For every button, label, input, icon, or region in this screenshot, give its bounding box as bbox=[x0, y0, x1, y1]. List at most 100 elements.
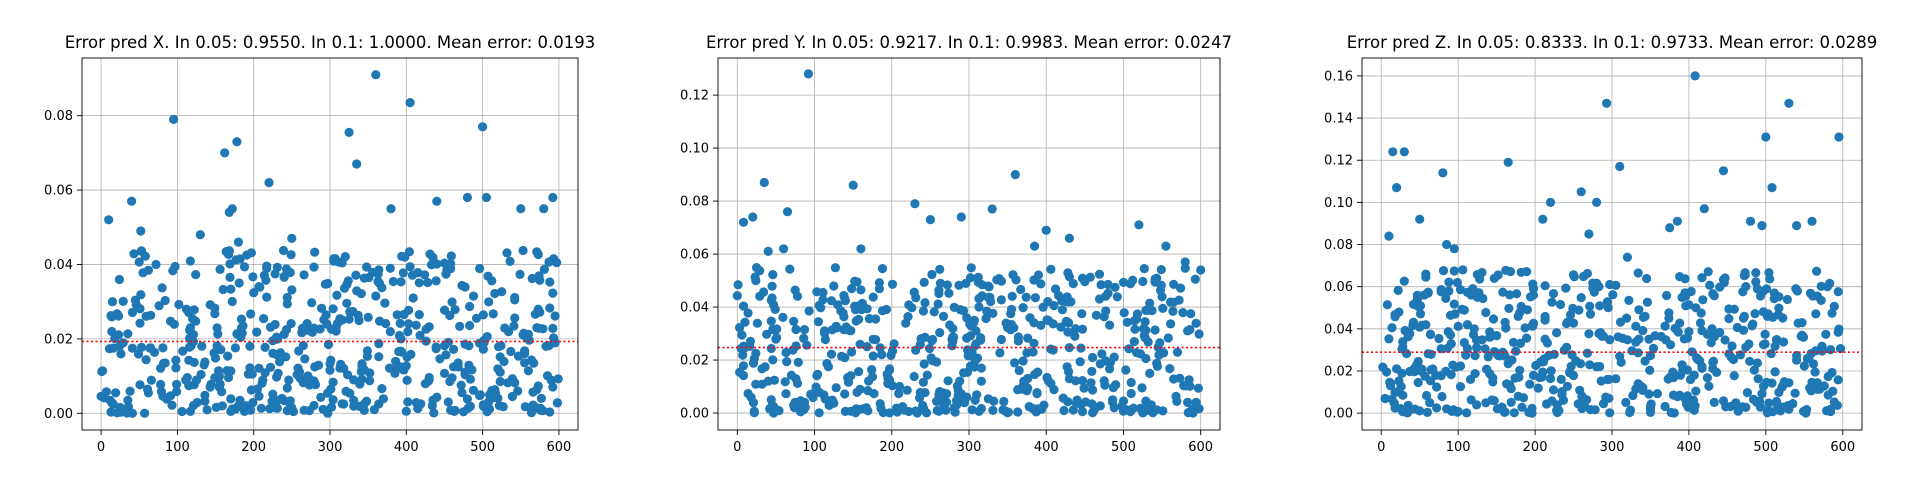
data-point bbox=[1436, 344, 1446, 354]
data-point bbox=[1444, 277, 1454, 287]
data-point bbox=[827, 395, 837, 405]
data-point bbox=[431, 344, 441, 354]
data-point bbox=[1421, 269, 1431, 279]
data-point bbox=[107, 297, 118, 307]
data-point bbox=[285, 396, 295, 406]
data-point bbox=[847, 284, 857, 294]
data-point bbox=[1186, 309, 1196, 319]
data-point bbox=[1023, 333, 1033, 343]
data-point bbox=[1618, 333, 1628, 343]
data-point bbox=[1833, 327, 1843, 337]
data-point bbox=[1036, 279, 1046, 289]
data-point bbox=[1631, 321, 1641, 331]
data-point bbox=[156, 386, 166, 397]
data-point bbox=[1422, 407, 1432, 417]
data-point bbox=[927, 269, 937, 280]
data-point bbox=[1505, 267, 1516, 277]
data-point bbox=[404, 319, 414, 329]
data-point bbox=[778, 312, 788, 322]
data-point bbox=[411, 320, 421, 330]
data-point bbox=[1595, 361, 1605, 372]
data-point bbox=[1105, 320, 1115, 330]
data-point bbox=[1760, 339, 1770, 349]
data-point bbox=[1751, 268, 1761, 278]
data-point bbox=[1094, 294, 1105, 304]
data-point bbox=[191, 270, 201, 280]
data-point bbox=[232, 137, 242, 147]
data-point bbox=[343, 276, 353, 286]
y-tick-label: 0.10 bbox=[1324, 196, 1353, 211]
data-point bbox=[1542, 399, 1552, 409]
data-point bbox=[1757, 389, 1767, 399]
data-point bbox=[1684, 300, 1694, 310]
data-point bbox=[97, 366, 107, 377]
data-point bbox=[956, 389, 966, 399]
data-point bbox=[1417, 320, 1427, 330]
data-point bbox=[533, 304, 543, 314]
data-point bbox=[925, 343, 935, 354]
data-point bbox=[1562, 342, 1572, 352]
data-point bbox=[918, 306, 929, 316]
x-tick-label: 300 bbox=[318, 440, 343, 455]
data-point bbox=[1812, 384, 1822, 394]
data-point bbox=[738, 301, 749, 311]
data-point bbox=[1459, 305, 1469, 315]
data-point bbox=[769, 300, 779, 310]
data-point bbox=[762, 329, 772, 339]
data-point bbox=[225, 259, 235, 269]
data-point bbox=[248, 272, 258, 282]
data-point bbox=[455, 321, 465, 331]
data-point bbox=[743, 308, 753, 318]
data-point bbox=[1398, 342, 1408, 352]
data-point bbox=[260, 342, 270, 352]
data-point bbox=[1645, 350, 1656, 361]
data-point bbox=[904, 300, 914, 310]
data-point bbox=[1739, 271, 1749, 281]
data-point bbox=[1470, 351, 1480, 361]
data-point bbox=[1415, 406, 1425, 416]
data-point bbox=[831, 383, 841, 393]
data-point bbox=[247, 369, 257, 379]
data-point bbox=[351, 270, 361, 280]
data-point bbox=[1767, 183, 1777, 193]
data-point bbox=[1432, 403, 1442, 413]
data-point bbox=[392, 310, 402, 320]
data-point bbox=[738, 217, 749, 227]
data-point bbox=[1452, 407, 1462, 417]
data-point bbox=[380, 298, 390, 308]
data-point bbox=[1030, 369, 1040, 380]
data-point bbox=[104, 215, 114, 225]
data-point bbox=[1139, 264, 1149, 274]
data-point bbox=[160, 295, 170, 306]
data-point bbox=[281, 352, 291, 362]
data-point bbox=[462, 192, 472, 203]
data-point bbox=[1489, 273, 1499, 283]
data-point bbox=[1453, 321, 1463, 331]
data-point bbox=[792, 378, 803, 388]
data-point bbox=[1729, 371, 1739, 381]
data-point bbox=[1481, 307, 1491, 318]
data-point bbox=[1748, 319, 1758, 329]
data-point bbox=[1644, 334, 1654, 344]
data-point bbox=[149, 347, 160, 357]
data-point bbox=[1384, 231, 1394, 241]
data-point bbox=[954, 280, 964, 290]
data-point bbox=[421, 324, 431, 334]
data-point bbox=[1561, 283, 1571, 293]
data-point bbox=[1774, 292, 1784, 302]
data-point bbox=[445, 310, 455, 321]
data-point bbox=[1699, 204, 1709, 214]
data-point bbox=[1488, 314, 1499, 324]
data-point bbox=[1792, 221, 1802, 231]
data-point bbox=[1088, 385, 1098, 395]
data-point bbox=[332, 290, 342, 300]
data-point bbox=[1615, 161, 1625, 172]
data-point bbox=[510, 378, 520, 388]
data-point bbox=[1408, 317, 1419, 327]
data-point bbox=[143, 265, 153, 275]
data-point bbox=[373, 269, 383, 279]
data-point bbox=[1061, 316, 1071, 326]
data-point bbox=[502, 248, 512, 258]
data-point bbox=[475, 390, 485, 400]
data-point bbox=[1196, 265, 1206, 275]
